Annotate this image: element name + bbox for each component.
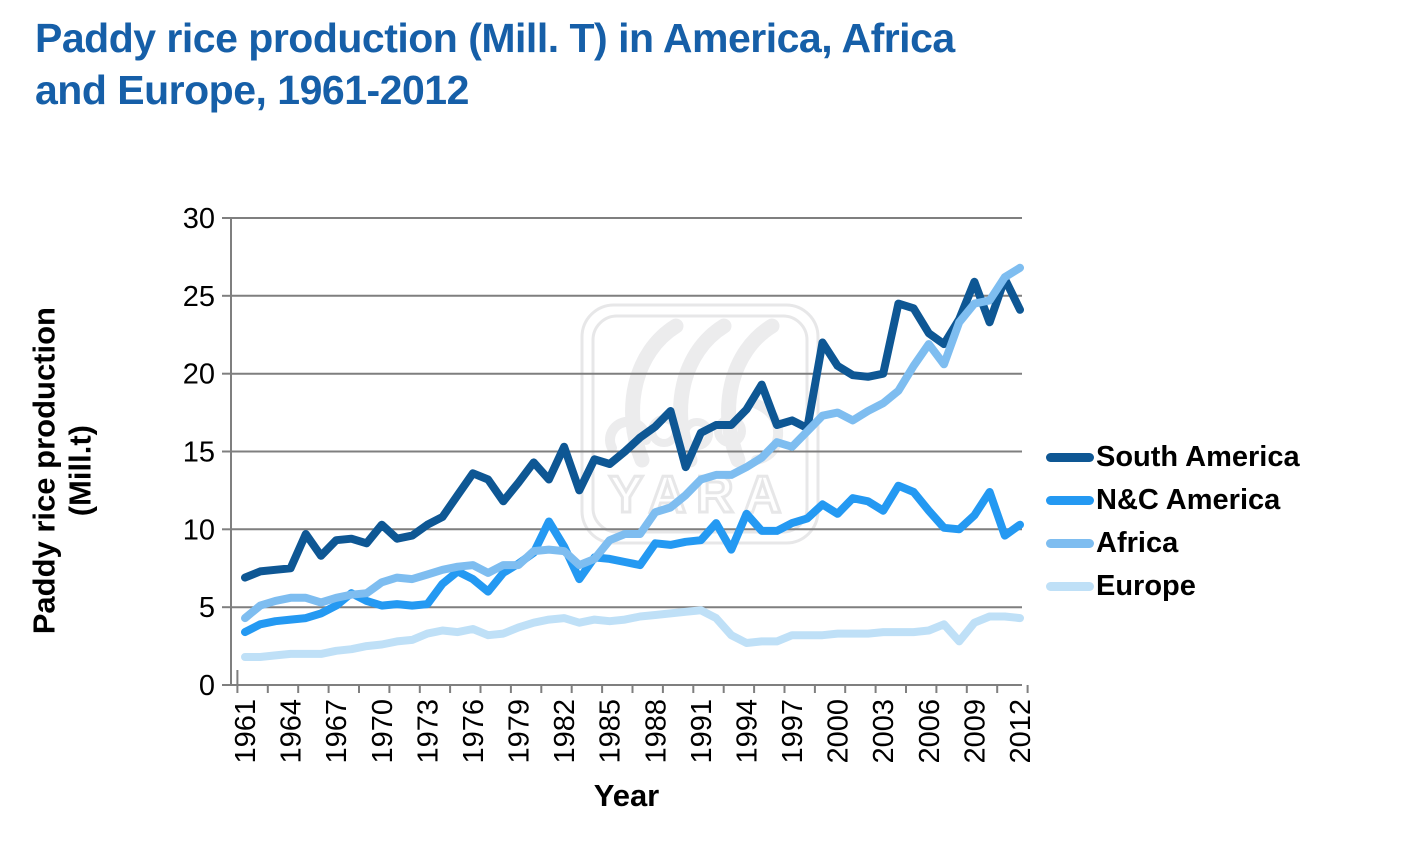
y-tick-label: 30 [183,203,215,235]
series-layer [241,263,1024,661]
legend-item: Africa [1046,522,1300,565]
y-axis-title-line2: (Mill.t) [62,425,97,517]
y-tick-label: 5 [199,592,215,624]
axis-layer: 0 5 10 15 20 25 30 1961 1964 1967 1970 1973 1976 1979… [183,203,1037,764]
legend-item: N&C America [1046,479,1300,522]
x-tick-label: 1967 [321,699,353,764]
chart-title-line2: and Europe, 1961-2012 [35,67,469,114]
x-tick-label: 1985 [595,699,627,764]
x-tick-label: 1976 [458,699,490,764]
legend-label: N&C America [1096,484,1281,516]
legend-label: Africa [1096,527,1179,559]
y-tick-label: 15 [183,437,215,469]
x-tick-label: 1961 [230,699,262,764]
x-tick-label: 1991 [686,699,718,764]
x-tick-label: 1979 [504,699,536,764]
legend-label: Europe [1096,570,1196,602]
legend-item: South America [1046,436,1300,479]
y-axis-title: Paddy rice production (Mill.t) [26,251,97,691]
x-tick-label: 1994 [731,699,763,764]
legend: South America N&C America Africa Europe [1046,436,1300,608]
x-tick-label: 2006 [914,699,946,764]
legend-swatch-icon [1046,539,1094,548]
y-tick-label: 20 [183,359,215,391]
x-tick-label: 1988 [640,699,672,764]
x-tick-label: 1982 [549,699,581,764]
x-tick-label: 2012 [1005,699,1037,764]
legend-swatch-icon [1046,582,1094,591]
x-tick-label: 1973 [412,699,444,764]
x-tick-label: 1964 [276,699,308,764]
x-tick-label: 2009 [959,699,991,764]
legend-label: South America [1096,441,1300,473]
x-tick-label: 1970 [367,699,399,764]
x-axis-title: Year [593,778,660,813]
series-line-africa [241,263,1024,623]
legend-item: Europe [1046,565,1300,608]
legend-swatch-icon [1046,496,1094,505]
x-tick-label: 1997 [777,699,809,764]
y-tick-label: 10 [183,514,215,546]
series-line-south-america [241,274,1024,582]
y-axis-title-line1: Paddy rice production [26,307,62,635]
legend-swatch-icon [1046,453,1094,462]
chart-title-line1: Paddy rice production (Mill. T) in Ameri… [35,15,955,61]
series-line-n-c-america [241,481,1024,637]
watermark-text: YARA [609,466,792,524]
chart-title: Paddy rice production (Mill. T) in Ameri… [35,12,1395,117]
x-tick-label: 2003 [868,699,900,764]
y-tick-label: 25 [183,281,215,313]
x-tick-label: 2000 [823,699,855,764]
y-tick-label: 0 [199,670,215,702]
series-line-europe [241,606,1024,661]
